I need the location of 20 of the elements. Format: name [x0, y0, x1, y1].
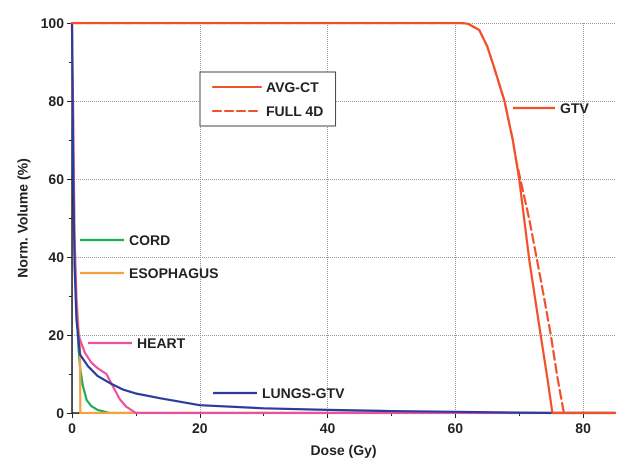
y-axis-title: Norm. Volume (%) [14, 158, 31, 278]
x-tick-label: 0 [68, 420, 76, 436]
annotation: GTV [560, 100, 590, 116]
legend-label: CORD [129, 232, 170, 248]
y-tick-label: 80 [48, 93, 64, 109]
legend-label: HEART [137, 335, 186, 351]
y-tick-label: 0 [56, 405, 64, 421]
y-tick-label: 40 [48, 249, 64, 265]
x-tick-label: 20 [192, 420, 208, 436]
legend-label: LUNGS-GTV [262, 385, 346, 401]
x-tick-label: 80 [575, 420, 592, 436]
legend-label: ESOPHAGUS [129, 265, 218, 281]
y-tick-label: 60 [48, 171, 64, 187]
y-tick-label: 100 [40, 15, 64, 31]
x-tick-label: 60 [448, 420, 464, 436]
x-tick-label: 40 [320, 420, 336, 436]
y-tick-label: 20 [48, 327, 64, 343]
legend-label: FULL 4D [266, 103, 324, 119]
legend-label: AVG-CT [266, 79, 320, 95]
x-axis-title: Dose (Gy) [310, 442, 377, 458]
